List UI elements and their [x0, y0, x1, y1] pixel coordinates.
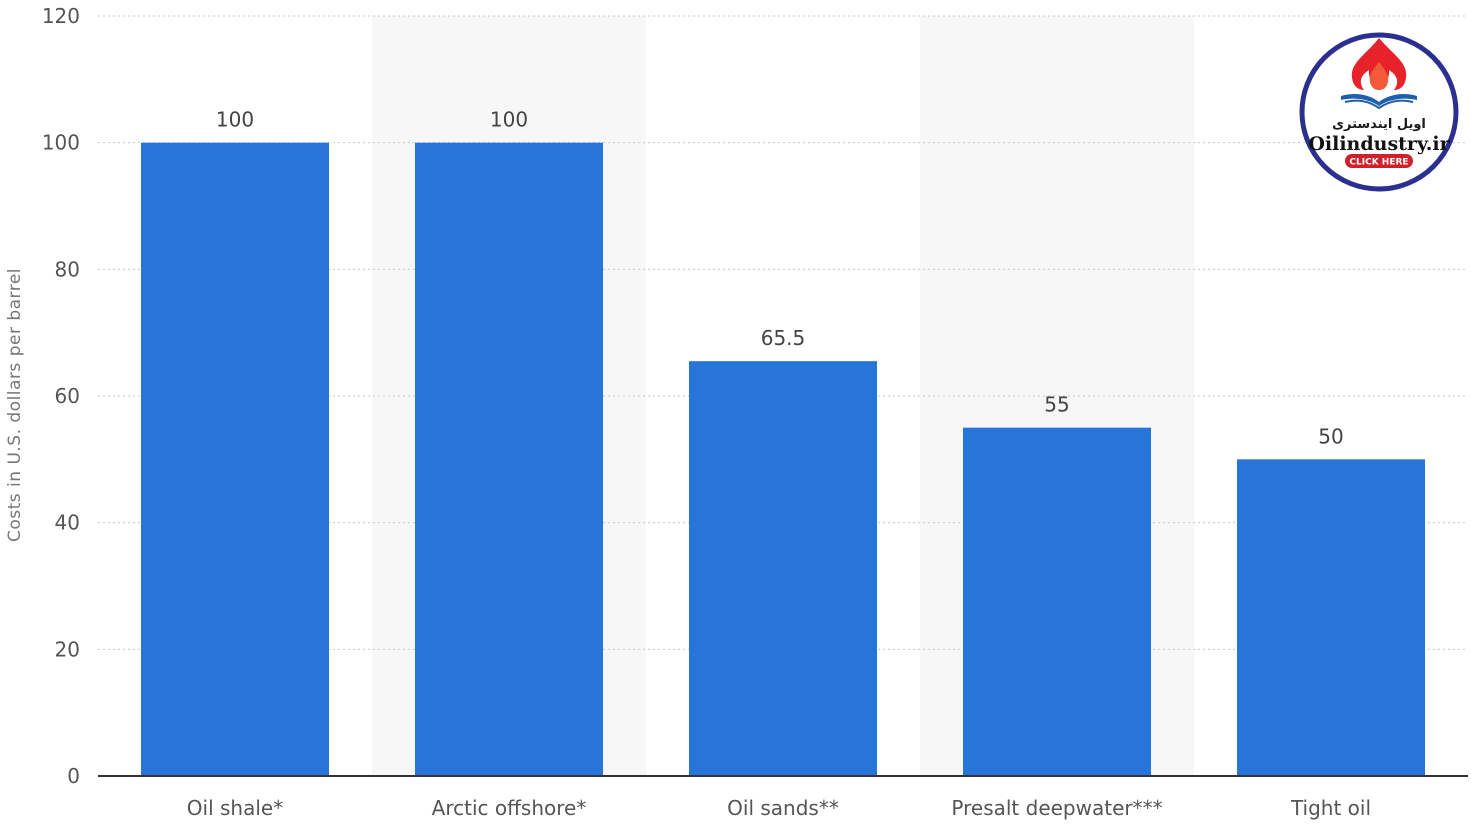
click-here-button[interactable]: CLICK HERE	[1345, 154, 1413, 168]
y-tick-label: 100	[42, 131, 80, 155]
oilindustry-logo[interactable]: اویل ایندستری Oilindustry.ir CLICK HERE	[1299, 32, 1459, 192]
logo-ring	[1299, 32, 1459, 192]
y-axis-title: Costs in U.S. dollars per barrel	[5, 268, 25, 542]
logo-site-text: Oilindustry.ir	[1308, 133, 1450, 155]
y-tick-label: 20	[55, 637, 80, 661]
category-labels: Oil shale* Arctic offshore* Oil sands** Pre…	[187, 796, 1371, 820]
data-label: 50	[1318, 424, 1343, 448]
y-tick-label: 120	[42, 4, 80, 28]
x-tick-label: Oil sands**	[727, 796, 839, 820]
flame-book-icon	[1341, 38, 1417, 110]
value-labels: 100 100 65.5 55 50	[216, 108, 1344, 449]
bar	[1237, 459, 1425, 776]
logo-persian-text: اویل ایندستری	[1332, 117, 1426, 132]
data-label: 100	[216, 108, 254, 132]
bar	[141, 142, 329, 776]
bar	[689, 361, 877, 776]
y-tick-label: 40	[55, 511, 80, 535]
y-tick-label: 80	[55, 257, 80, 281]
x-tick-label: Oil shale*	[187, 796, 283, 820]
data-label: 100	[490, 108, 528, 132]
data-label: 55	[1044, 393, 1069, 417]
click-here-label: CLICK HERE	[1349, 158, 1408, 168]
y-tick-label: 0	[67, 764, 80, 788]
x-tick-label: Arctic offshore*	[432, 796, 587, 820]
y-axis-ticks: 0 20 40 60 80 100 120	[42, 4, 80, 788]
data-label: 65.5	[761, 326, 806, 350]
bar	[415, 142, 603, 776]
bar	[963, 427, 1151, 776]
x-tick-label: Presalt deepwater***	[951, 796, 1162, 820]
x-tick-label: Tight oil	[1290, 796, 1371, 820]
y-tick-label: 60	[55, 384, 80, 408]
bars	[141, 142, 1425, 776]
